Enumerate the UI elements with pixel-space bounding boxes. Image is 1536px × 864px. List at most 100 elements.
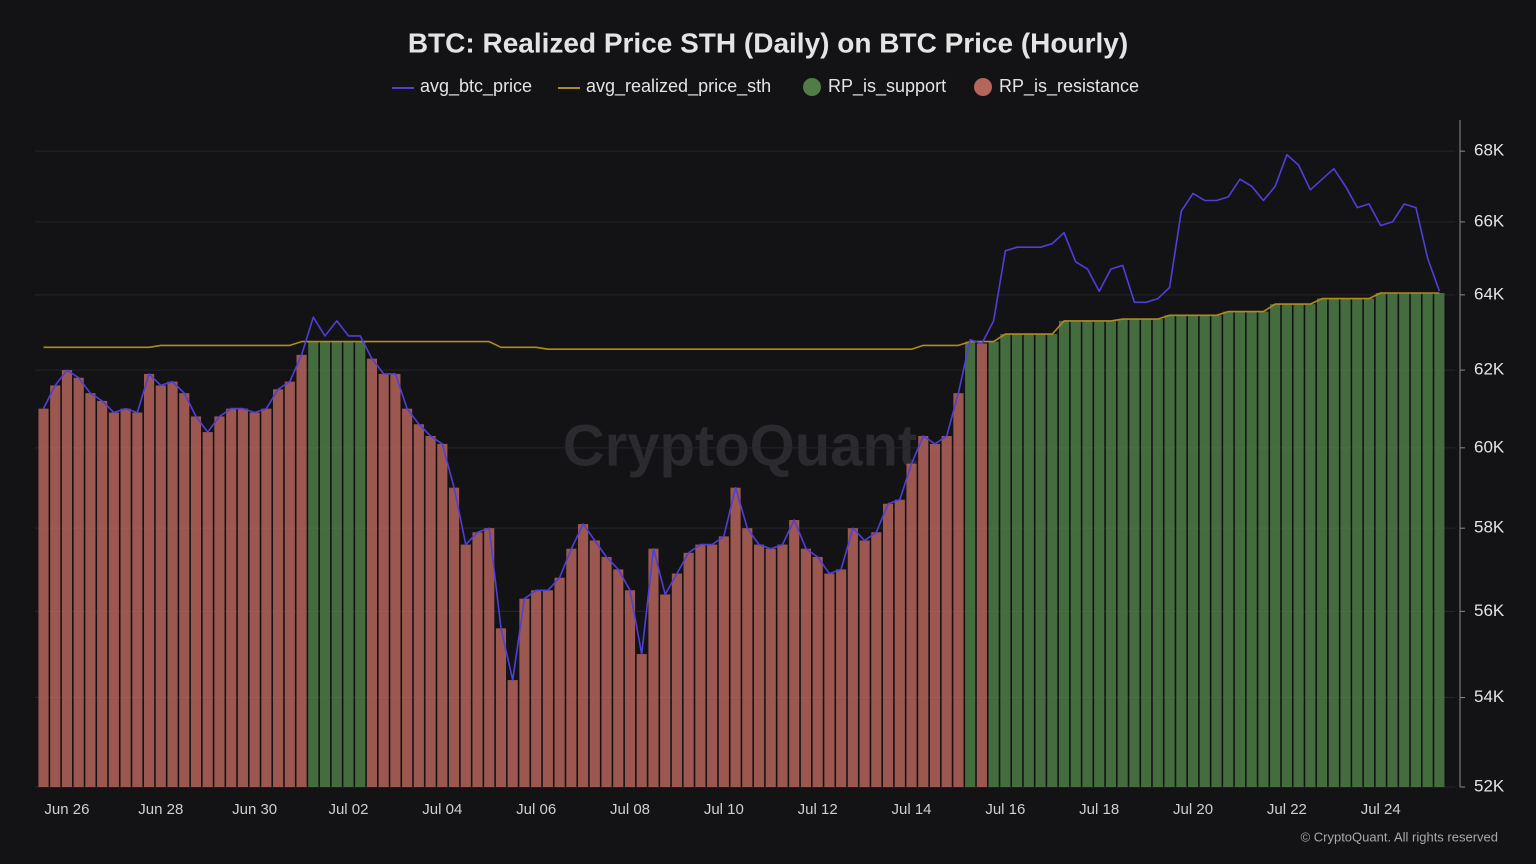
legend-label: RP_is_support (828, 76, 946, 97)
bar (1281, 304, 1292, 787)
bar (894, 499, 905, 787)
bar (202, 432, 213, 787)
bar (413, 424, 424, 787)
x-tick-label: Jul 06 (516, 801, 556, 818)
bar (425, 436, 436, 787)
bar (1094, 320, 1105, 787)
bar (1152, 319, 1163, 787)
bar (601, 556, 612, 787)
bar (355, 341, 366, 787)
bar (402, 408, 413, 787)
y-tick-label: 64K (1474, 284, 1505, 303)
bar (683, 552, 694, 787)
bar (132, 412, 143, 787)
bar (273, 389, 284, 787)
y-tick-label: 68K (1474, 141, 1505, 160)
bar (1117, 319, 1128, 787)
line-series (42, 153, 1441, 681)
bar (85, 393, 96, 787)
bar (61, 370, 73, 787)
bar (437, 443, 448, 787)
bar (1223, 311, 1234, 787)
bar (378, 373, 389, 787)
x-tick-label: Jul 14 (892, 801, 932, 818)
bar (660, 594, 671, 787)
y-tick-label: 52K (1474, 776, 1505, 795)
bar (753, 544, 765, 787)
bar (1070, 320, 1081, 787)
bar (578, 524, 589, 787)
bar (1422, 293, 1433, 787)
bar (1129, 319, 1140, 787)
bar (836, 569, 847, 787)
bar (1176, 315, 1187, 787)
bar (226, 408, 237, 787)
bar (1399, 293, 1410, 787)
bar (1199, 315, 1210, 787)
bar (871, 532, 882, 787)
x-tick-label: Jul 02 (328, 801, 368, 818)
bar (38, 408, 49, 787)
x-tick-label: Jul 20 (1173, 801, 1213, 818)
bar (1035, 334, 1046, 787)
chart-title: BTC: Realized Price STH (Daily) on BTC P… (408, 27, 1128, 58)
x-tick-label: Jul 12 (798, 801, 838, 818)
bar (707, 544, 718, 787)
bar (765, 548, 776, 787)
bar (730, 487, 741, 787)
bar (155, 385, 166, 787)
bar (859, 540, 870, 787)
bar (965, 341, 976, 787)
bar (812, 556, 823, 787)
bar (718, 536, 729, 787)
bar (390, 373, 401, 787)
bar (1234, 311, 1246, 787)
bar (144, 373, 155, 787)
bar (1023, 334, 1034, 787)
bar (1141, 319, 1152, 787)
bar (1082, 320, 1093, 787)
bar (73, 377, 84, 787)
legend-label: RP_is_resistance (999, 76, 1139, 97)
bar (1363, 298, 1375, 787)
bar (742, 528, 753, 787)
legend-marker (974, 78, 992, 96)
line-series (43, 292, 1440, 350)
bar (120, 408, 131, 787)
x-tick-label: Jul 16 (985, 801, 1025, 818)
bar (1258, 311, 1269, 787)
bar (507, 680, 518, 787)
bar (308, 341, 319, 787)
bar (636, 654, 647, 787)
watermark: CryptoQuant (563, 413, 917, 478)
bar (906, 463, 917, 787)
bar (531, 590, 542, 787)
bar (566, 548, 577, 787)
bar (988, 341, 999, 787)
bar (1012, 334, 1023, 787)
bar (249, 412, 260, 787)
bar (542, 590, 553, 787)
bar (460, 544, 471, 787)
bar (1187, 315, 1199, 787)
bar (97, 400, 108, 787)
x-tick-label: Jun 28 (138, 801, 183, 818)
bar-series (308, 293, 1445, 787)
x-tick-label: Jun 30 (232, 801, 277, 818)
y-tick-label: 54K (1474, 687, 1505, 706)
bar (624, 590, 636, 787)
bar (1317, 298, 1328, 787)
bar (1211, 315, 1222, 787)
bar (1058, 320, 1070, 787)
bar (589, 540, 600, 787)
x-tick-label: Jun 26 (44, 801, 89, 818)
x-tick-label: Jul 08 (610, 801, 650, 818)
bar (648, 548, 659, 787)
bar (319, 341, 331, 787)
bar (918, 436, 929, 787)
bar (1410, 293, 1421, 787)
bar (284, 381, 295, 787)
bar (108, 412, 119, 787)
bar (472, 532, 483, 787)
bar (1340, 298, 1351, 787)
